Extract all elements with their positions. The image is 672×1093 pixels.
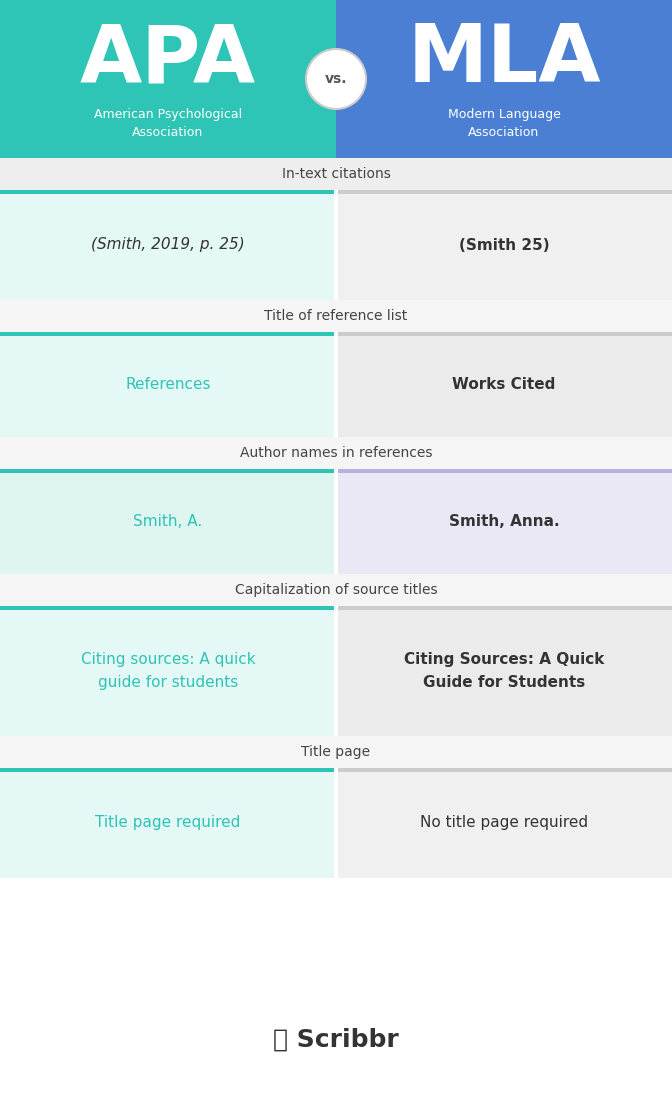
Text: (Smith, 2019, p. 25): (Smith, 2019, p. 25) xyxy=(91,237,245,252)
Bar xyxy=(0,437,672,469)
Bar xyxy=(338,469,672,574)
Text: APA: APA xyxy=(80,21,256,99)
Text: Title page: Title page xyxy=(302,745,370,759)
Bar xyxy=(0,190,334,193)
Text: References: References xyxy=(125,377,211,392)
Text: MLA: MLA xyxy=(407,21,601,99)
Bar xyxy=(0,469,334,574)
Bar xyxy=(338,606,672,736)
Bar xyxy=(338,332,672,336)
Bar xyxy=(338,606,672,610)
Bar xyxy=(0,332,334,437)
Bar xyxy=(338,190,672,193)
Bar xyxy=(0,768,334,772)
Text: Citing sources: A quick
guide for students: Citing sources: A quick guide for studen… xyxy=(81,653,255,690)
Bar xyxy=(338,332,672,437)
Bar xyxy=(338,768,672,878)
Bar xyxy=(0,190,334,299)
Text: Works Cited: Works Cited xyxy=(452,377,556,392)
Bar xyxy=(0,574,672,606)
Text: Citing Sources: A Quick
Guide for Students: Citing Sources: A Quick Guide for Studen… xyxy=(404,653,604,690)
Bar xyxy=(0,768,334,878)
Bar xyxy=(0,332,334,336)
Ellipse shape xyxy=(306,49,366,109)
Text: vs.: vs. xyxy=(325,72,347,86)
Bar xyxy=(0,299,672,332)
Bar xyxy=(0,158,672,190)
Text: American Psychological
Association: American Psychological Association xyxy=(94,108,242,139)
Bar xyxy=(338,190,672,299)
Bar xyxy=(336,0,672,158)
Bar xyxy=(0,606,334,610)
Text: 🎓 Scribbr: 🎓 Scribbr xyxy=(273,1029,399,1051)
Text: Author names in references: Author names in references xyxy=(240,446,432,460)
Text: Smith, A.: Smith, A. xyxy=(133,514,203,529)
Bar xyxy=(0,0,336,158)
Bar xyxy=(0,469,334,473)
Text: In-text citations: In-text citations xyxy=(282,167,390,181)
Text: Modern Language
Association: Modern Language Association xyxy=(448,108,560,139)
Text: Smith, Anna.: Smith, Anna. xyxy=(449,514,559,529)
Text: Title of reference list: Title of reference list xyxy=(264,309,408,324)
Text: Title page required: Title page required xyxy=(95,815,241,831)
Bar xyxy=(338,469,672,473)
Text: Capitalization of source titles: Capitalization of source titles xyxy=(235,583,437,597)
Bar xyxy=(0,736,672,768)
Text: (Smith 25): (Smith 25) xyxy=(459,237,549,252)
Text: No title page required: No title page required xyxy=(420,815,588,831)
Bar xyxy=(0,606,334,736)
Bar xyxy=(338,768,672,772)
